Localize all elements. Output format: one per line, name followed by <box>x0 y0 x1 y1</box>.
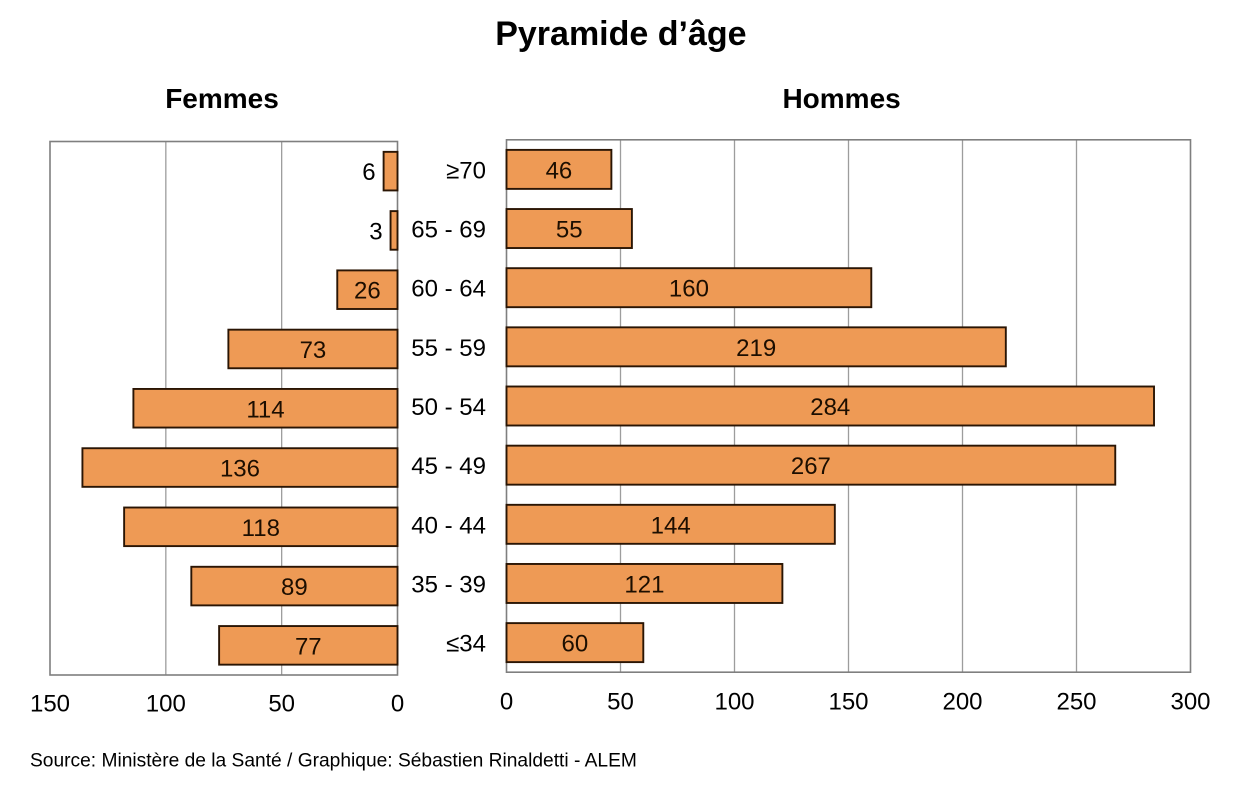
svg-text:50 - 54: 50 - 54 <box>411 394 486 421</box>
svg-text:300: 300 <box>1170 689 1210 716</box>
svg-text:Femmes: Femmes <box>165 83 279 114</box>
svg-text:3: 3 <box>369 218 382 245</box>
svg-text:55: 55 <box>556 217 583 244</box>
svg-text:46: 46 <box>546 157 573 184</box>
svg-text:150: 150 <box>30 691 70 718</box>
svg-text:0: 0 <box>391 691 404 718</box>
svg-text:118: 118 <box>242 515 280 542</box>
svg-text:114: 114 <box>246 396 284 423</box>
svg-text:100: 100 <box>146 691 186 718</box>
svg-text:45 - 49: 45 - 49 <box>411 453 486 480</box>
svg-text:≤34: ≤34 <box>446 631 486 658</box>
svg-text:60: 60 <box>562 631 589 658</box>
svg-text:60 - 64: 60 - 64 <box>411 276 486 303</box>
svg-text:6: 6 <box>362 159 375 186</box>
svg-text:200: 200 <box>942 689 982 716</box>
svg-text:65 - 69: 65 - 69 <box>411 217 486 244</box>
svg-text:89: 89 <box>281 574 308 601</box>
svg-text:50: 50 <box>607 689 634 716</box>
svg-text:267: 267 <box>791 453 831 480</box>
svg-text:≥70: ≥70 <box>446 157 486 184</box>
svg-text:219: 219 <box>736 335 776 362</box>
svg-text:50: 50 <box>268 691 295 718</box>
svg-text:250: 250 <box>1056 689 1096 716</box>
svg-text:Source: Ministère de la Santé: Source: Ministère de la Santé / Graphiqu… <box>30 751 637 772</box>
svg-text:121: 121 <box>624 571 664 598</box>
svg-text:284: 284 <box>810 394 850 421</box>
svg-text:136: 136 <box>220 456 260 483</box>
svg-text:35 - 39: 35 - 39 <box>411 571 486 598</box>
svg-text:77: 77 <box>295 633 322 660</box>
svg-text:26: 26 <box>354 278 381 305</box>
svg-text:150: 150 <box>828 689 868 716</box>
svg-text:55 - 59: 55 - 59 <box>411 335 486 362</box>
svg-text:144: 144 <box>651 512 691 539</box>
svg-text:160: 160 <box>669 276 709 303</box>
svg-text:40 - 44: 40 - 44 <box>411 512 486 539</box>
svg-text:Pyramide d’âge: Pyramide d’âge <box>495 15 746 53</box>
svg-text:73: 73 <box>300 337 327 364</box>
svg-text:100: 100 <box>714 689 754 716</box>
svg-text:0: 0 <box>500 689 513 716</box>
svg-text:Hommes: Hommes <box>782 83 900 114</box>
